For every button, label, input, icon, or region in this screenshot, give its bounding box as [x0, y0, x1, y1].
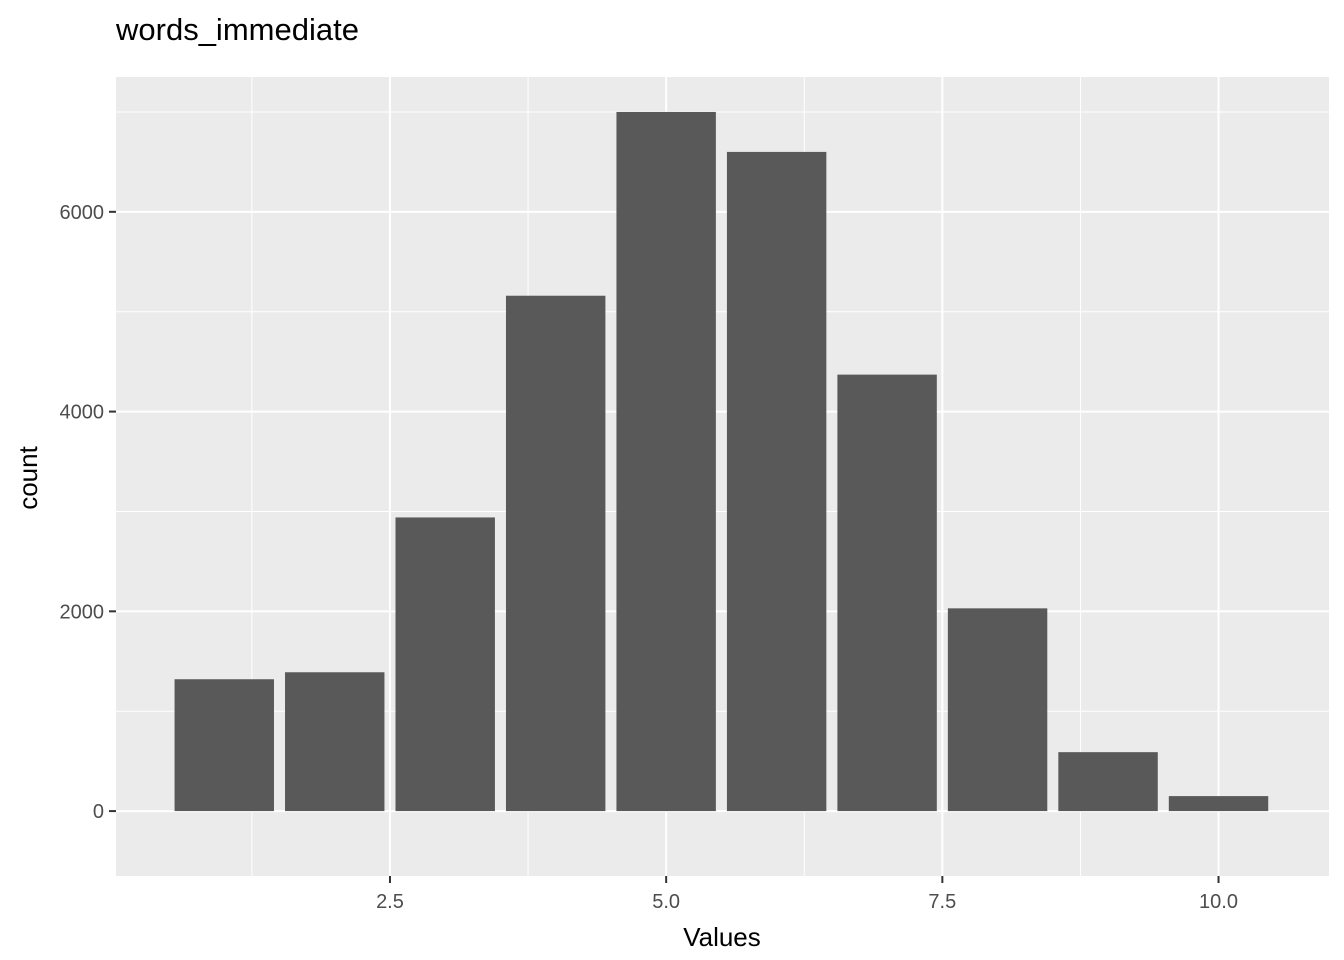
y-tick-label: 2000: [60, 601, 105, 623]
chart-title: words_immediate: [115, 12, 359, 47]
x-tick-label: 10.0: [1199, 891, 1238, 913]
x-tick-label: 7.5: [928, 891, 956, 913]
y-axis-title: count: [13, 445, 43, 509]
bar: [1058, 752, 1158, 812]
x-axis-title: Values: [683, 922, 761, 952]
bar: [616, 111, 716, 812]
bar: [174, 679, 274, 812]
bars-group: [174, 111, 1269, 812]
x-tick-label: 2.5: [376, 891, 404, 913]
x-axis: 2.5 5.0 7.5 10.0: [376, 876, 1238, 913]
y-tick-label: 6000: [60, 202, 105, 224]
y-tick-label: 4000: [60, 402, 105, 424]
bar: [837, 374, 937, 812]
bar: [947, 608, 1048, 812]
x-tick-label: 5.0: [652, 891, 680, 913]
bar: [726, 151, 827, 812]
bar: [505, 295, 606, 812]
y-tick-label: 0: [93, 801, 104, 823]
bar: [395, 517, 495, 812]
bar: [1168, 796, 1269, 812]
bar: [285, 672, 385, 812]
y-axis: 0 2000 4000 6000: [60, 202, 116, 823]
